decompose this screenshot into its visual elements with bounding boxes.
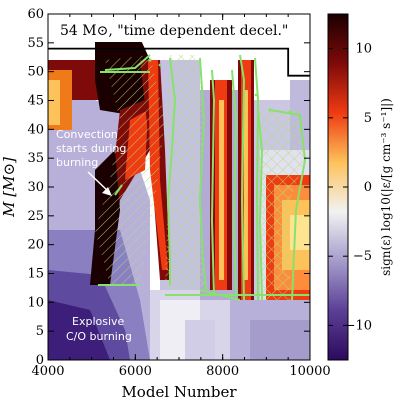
annotation-explosive-line-2: C/O burning	[66, 330, 132, 343]
y-tick-label: 15	[27, 267, 44, 282]
x-tick-label: 8000	[206, 364, 239, 379]
annotation-explosive: Explosive C/O burning	[66, 315, 132, 343]
y-tick-label: 10	[27, 295, 44, 310]
colorbar-label: sign(ε) log10(|ε/[g cm⁻³ s⁻¹]|)	[379, 98, 393, 276]
chart-title: 54 M⊙, "time dependent decel."	[54, 16, 304, 42]
annotation-convection-line-3: burning	[56, 156, 98, 169]
y-tick-label: 45	[27, 94, 44, 109]
y-tick-label: 30	[27, 180, 44, 195]
colorbar-ticks: −10 −5 0 5 10	[328, 42, 372, 333]
y-tick-label: 50	[27, 65, 44, 80]
colorbar-tick-label: −10	[345, 318, 372, 333]
x-tick-label: 10000	[289, 364, 330, 379]
y-tick-label: 0	[36, 353, 44, 368]
annotation-explosive-line-1: Explosive	[72, 315, 125, 328]
annotation-arrow-head	[102, 187, 112, 196]
y-tick-label: 5	[36, 324, 44, 339]
colorbar-tick-label: −5	[353, 249, 372, 264]
y-tick-label: 55	[27, 36, 44, 51]
colorbar-tick-label: 5	[364, 111, 372, 126]
colorbar-tick-label: 0	[364, 180, 372, 195]
stellar-mass-line	[48, 47, 310, 77]
x-axis-label: Model Number	[121, 383, 237, 401]
y-tick-label: 20	[27, 238, 44, 253]
y-tick-label: 25	[27, 209, 44, 224]
annotation-convection-line-1: Convection	[56, 128, 118, 141]
y-axis: 0 5 10 15 20 25 30 35 40 45 50 55 60	[27, 7, 310, 368]
plot-area	[48, 14, 310, 360]
y-tick-label: 40	[27, 122, 44, 137]
colorbar: −10 −5 0 5 10 sign(ε) log10(|ε/[g cm⁻³ s⁻¹]|…	[327, 13, 393, 361]
y-tick-label: 60	[27, 7, 44, 22]
x-axis: 4000 6000 8000 10000	[31, 14, 331, 379]
y-tick-label: 35	[27, 151, 44, 166]
colorbar-tick-label: 10	[355, 42, 372, 57]
annotation-convection-line-2: starts during	[56, 142, 126, 155]
x-tick-label: 4000	[31, 364, 64, 379]
x-tick-label: 6000	[119, 364, 152, 379]
chart-title-text: 54 M⊙, "time dependent decel."	[60, 23, 288, 39]
annotation-convection: Convection starts during burning	[56, 128, 126, 196]
y-axis-label: M [M⊙]	[0, 157, 18, 218]
